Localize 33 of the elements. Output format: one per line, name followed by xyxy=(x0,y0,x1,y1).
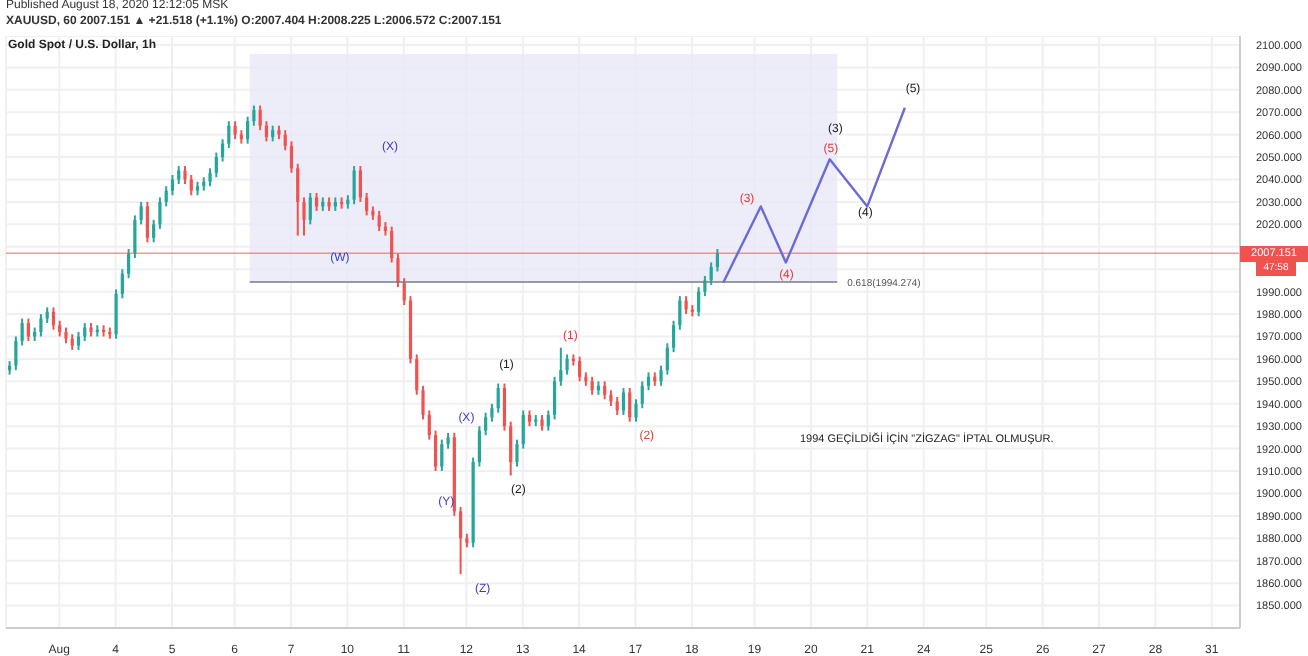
candlestick xyxy=(246,115,250,145)
candlestick xyxy=(51,306,56,331)
candlestick xyxy=(214,151,218,179)
candlestick xyxy=(308,191,312,226)
candlestick xyxy=(20,317,24,347)
candlestick xyxy=(578,355,582,383)
candlestick xyxy=(377,209,381,233)
candlestick xyxy=(145,200,150,244)
candlestick xyxy=(39,313,43,338)
candlestick xyxy=(26,317,30,342)
candlestick xyxy=(459,505,463,576)
candlestick xyxy=(14,335,18,372)
candlestick xyxy=(139,200,143,226)
candlestick xyxy=(358,165,362,203)
candlestick xyxy=(552,375,557,421)
candlestick xyxy=(665,342,669,376)
candlestick xyxy=(189,174,193,197)
candlestick xyxy=(546,409,550,432)
candlestick xyxy=(352,165,356,206)
candlestick xyxy=(433,429,438,473)
candlestick xyxy=(496,382,500,414)
candlestick xyxy=(296,162,300,237)
candlestick xyxy=(289,140,294,174)
candlestick xyxy=(628,387,632,423)
candlestick xyxy=(697,286,701,318)
candlestick xyxy=(170,174,175,197)
candlestick xyxy=(509,420,513,477)
candlestick xyxy=(365,191,369,217)
candlestick xyxy=(502,382,507,432)
candlestick xyxy=(484,411,488,437)
candlestick xyxy=(640,380,644,410)
candlestick xyxy=(440,438,444,473)
candlestick xyxy=(715,248,720,273)
